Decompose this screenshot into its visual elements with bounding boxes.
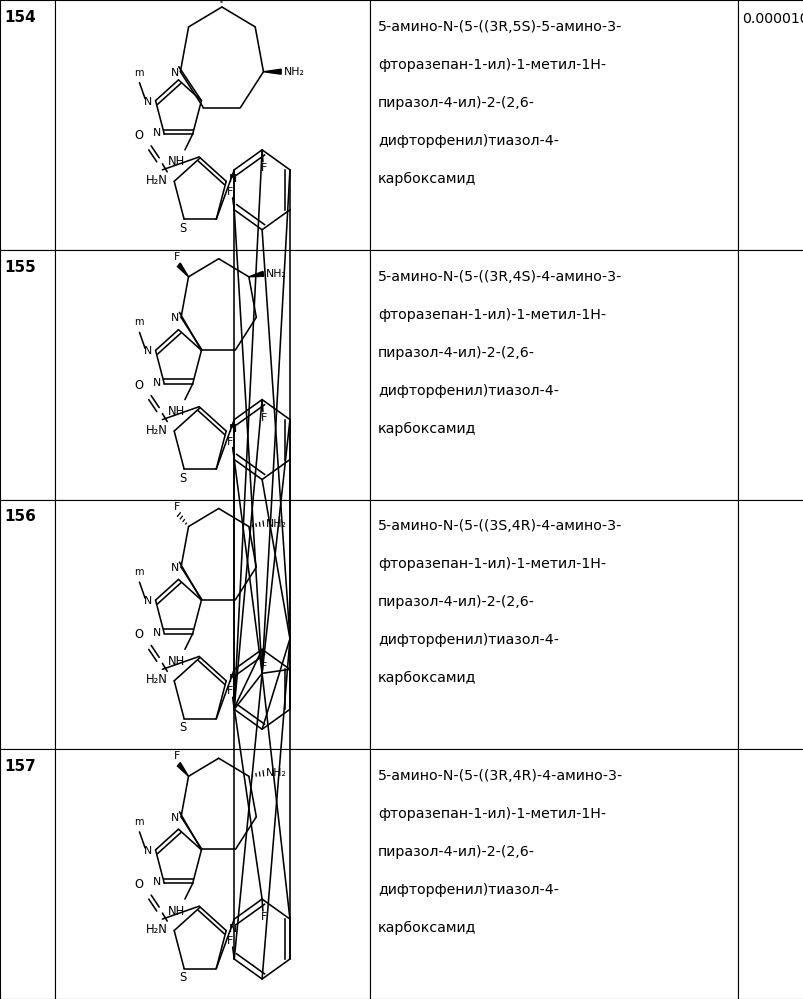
Bar bbox=[737, 0, 803, 250]
Text: NH: NH bbox=[168, 155, 185, 169]
Text: S: S bbox=[180, 721, 187, 734]
Bar bbox=[369, 250, 737, 500]
Text: дифторфенил)тиазол-4-: дифторфенил)тиазол-4- bbox=[377, 134, 558, 148]
Text: фторазепан-1-ил)-1-метил-1H-: фторазепан-1-ил)-1-метил-1H- bbox=[377, 557, 605, 571]
Text: 5-амино-N-(5-((3R,4S)-4-амино-3-: 5-амино-N-(5-((3R,4S)-4-амино-3- bbox=[377, 270, 622, 284]
Text: N: N bbox=[143, 347, 152, 357]
Text: S: S bbox=[180, 472, 187, 485]
Text: N: N bbox=[143, 846, 152, 856]
Text: F: F bbox=[260, 163, 267, 173]
Text: F: F bbox=[174, 252, 180, 262]
Text: NH: NH bbox=[168, 654, 185, 668]
Bar bbox=[737, 250, 803, 500]
Bar bbox=[0, 250, 55, 500]
Bar bbox=[55, 500, 369, 749]
Text: m: m bbox=[134, 817, 143, 827]
Text: 156: 156 bbox=[4, 509, 36, 524]
Text: пиразол-4-ил)-2-(2,6-: пиразол-4-ил)-2-(2,6- bbox=[377, 845, 534, 859]
Text: H₂N: H₂N bbox=[145, 923, 167, 936]
Text: H₂N: H₂N bbox=[145, 424, 167, 437]
Text: F: F bbox=[174, 501, 180, 511]
Bar bbox=[55, 0, 369, 250]
Text: 155: 155 bbox=[4, 260, 35, 275]
Text: N: N bbox=[153, 378, 161, 388]
Text: H₂N: H₂N bbox=[145, 673, 167, 686]
Text: F: F bbox=[260, 662, 267, 672]
Bar bbox=[0, 0, 55, 250]
Bar bbox=[55, 749, 369, 999]
Text: 5-амино-N-(5-((3S,4R)-4-амино-3-: 5-амино-N-(5-((3S,4R)-4-амино-3- bbox=[377, 519, 622, 533]
Text: NH₂: NH₂ bbox=[283, 67, 304, 77]
Text: карбоксамид: карбоксамид bbox=[377, 422, 475, 436]
Polygon shape bbox=[249, 272, 263, 277]
Text: N: N bbox=[228, 673, 236, 683]
Text: m: m bbox=[134, 318, 143, 328]
Text: F: F bbox=[226, 686, 233, 696]
Text: 5-амино-N-(5-((3R,4R)-4-амино-3-: 5-амино-N-(5-((3R,4R)-4-амино-3- bbox=[377, 769, 622, 783]
Bar bbox=[0, 749, 55, 999]
Bar bbox=[369, 749, 737, 999]
Text: N: N bbox=[171, 563, 179, 573]
Text: F: F bbox=[226, 187, 233, 197]
Bar bbox=[369, 500, 737, 749]
Text: NH₂: NH₂ bbox=[266, 518, 286, 528]
Text: F: F bbox=[174, 751, 180, 761]
Text: 157: 157 bbox=[4, 759, 35, 774]
Text: NH: NH bbox=[168, 405, 185, 419]
Text: O: O bbox=[134, 379, 144, 392]
Text: S: S bbox=[180, 222, 187, 235]
Text: N: N bbox=[143, 596, 152, 606]
Bar bbox=[737, 500, 803, 749]
Text: N: N bbox=[170, 68, 178, 78]
Text: 154: 154 bbox=[4, 10, 35, 25]
Text: O: O bbox=[134, 628, 144, 641]
Polygon shape bbox=[263, 69, 281, 74]
Text: N: N bbox=[228, 424, 236, 434]
Text: пиразол-4-ил)-2-(2,6-: пиразол-4-ил)-2-(2,6- bbox=[377, 96, 534, 110]
Text: NH: NH bbox=[168, 904, 185, 918]
Text: 0.000010: 0.000010 bbox=[741, 12, 803, 26]
Text: F: F bbox=[226, 936, 233, 946]
Text: дифторфенил)тиазол-4-: дифторфенил)тиазол-4- bbox=[377, 384, 558, 398]
Text: дифторфенил)тиазол-4-: дифторфенил)тиазол-4- bbox=[377, 633, 558, 647]
Text: карбоксамид: карбоксамид bbox=[377, 172, 475, 186]
Bar bbox=[55, 250, 369, 500]
Text: S: S bbox=[180, 971, 187, 984]
Text: F: F bbox=[226, 437, 233, 447]
Text: N: N bbox=[171, 813, 179, 823]
Bar bbox=[369, 0, 737, 250]
Text: фторазепан-1-ил)-1-метил-1H-: фторазепан-1-ил)-1-метил-1H- bbox=[377, 308, 605, 322]
Text: фторазепан-1-ил)-1-метил-1H-: фторазепан-1-ил)-1-метил-1H- bbox=[377, 58, 605, 72]
Polygon shape bbox=[177, 263, 188, 277]
Text: карбоксамид: карбоксамид bbox=[377, 671, 475, 685]
Text: N: N bbox=[228, 923, 236, 933]
Text: фторазепан-1-ил)-1-метил-1H-: фторазепан-1-ил)-1-метил-1H- bbox=[377, 807, 605, 821]
Text: пиразол-4-ил)-2-(2,6-: пиразол-4-ил)-2-(2,6- bbox=[377, 346, 534, 360]
Polygon shape bbox=[177, 762, 188, 776]
Text: N: N bbox=[153, 877, 161, 887]
Text: 5-амино-N-(5-((3R,5S)-5-амино-3-: 5-амино-N-(5-((3R,5S)-5-амино-3- bbox=[377, 20, 622, 34]
Text: NH₂: NH₂ bbox=[266, 768, 286, 778]
Text: NH₂: NH₂ bbox=[266, 269, 286, 279]
Text: O: O bbox=[134, 129, 144, 142]
Text: пиразол-4-ил)-2-(2,6-: пиразол-4-ил)-2-(2,6- bbox=[377, 595, 534, 609]
Text: карбоксамид: карбоксамид bbox=[377, 921, 475, 935]
Text: O: O bbox=[134, 878, 144, 891]
Bar bbox=[0, 500, 55, 749]
Text: N: N bbox=[171, 314, 179, 324]
Text: дифторфенил)тиазол-4-: дифторфенил)тиазол-4- bbox=[377, 883, 558, 897]
Text: N: N bbox=[153, 128, 161, 138]
Text: N: N bbox=[228, 174, 236, 184]
Text: m: m bbox=[134, 68, 143, 78]
Text: H₂N: H₂N bbox=[145, 174, 167, 187]
Text: m: m bbox=[134, 567, 143, 577]
Bar bbox=[737, 749, 803, 999]
Text: N: N bbox=[153, 627, 161, 637]
Text: N: N bbox=[143, 97, 152, 107]
Text: F: F bbox=[260, 413, 267, 423]
Text: F: F bbox=[260, 912, 267, 922]
